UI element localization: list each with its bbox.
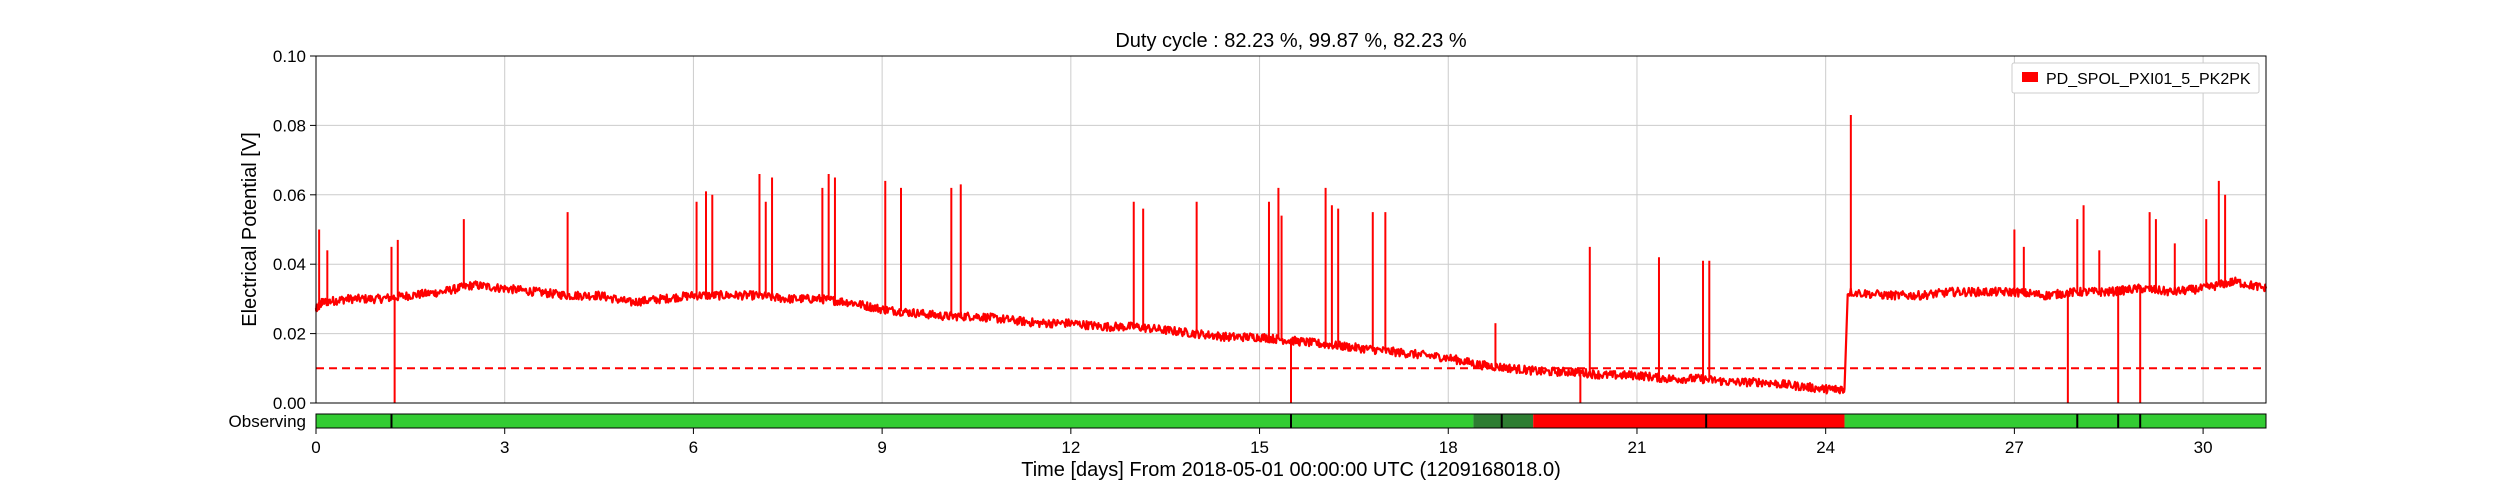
legend-box	[2011, 62, 2260, 94]
plot-frame	[315, 55, 2267, 404]
legend-swatch	[2022, 72, 2038, 82]
observing-label: Observing	[229, 412, 306, 431]
legend: PD_SPOL_PXI01_5_PK2PK	[2011, 62, 2260, 94]
series-layer	[314, 114, 2268, 403]
x-tick-label: 6	[689, 438, 698, 457]
x-tick-label: 30	[2194, 438, 2213, 457]
segment-unknown	[1473, 414, 1534, 428]
x-tick-label: 0	[311, 438, 320, 457]
x-tick-label: 21	[1628, 438, 1647, 457]
x-tick-label: 12	[1061, 438, 1080, 457]
x-tick-label: 24	[1816, 438, 1835, 457]
series-line	[314, 276, 2268, 395]
y-axis-label: Electrical Potential [V]	[239, 132, 261, 327]
y-tick-label: 0.10	[273, 47, 306, 66]
y-tick-label: 0.06	[273, 186, 306, 205]
segment-active	[1844, 414, 2266, 428]
observing-segment-bar	[315, 413, 2267, 429]
x-axis-ticks: 0 3 6 9 12 15 18 21 24 27 30	[311, 428, 2213, 457]
chart-title: Duty cycle : 82.23 %, 99.87 %, 82.23 %	[1115, 30, 1467, 52]
x-axis-label: Time [days] From 2018-05-01 00:00:00 UTC…	[1021, 459, 1561, 481]
y-tick-label: 0.02	[273, 325, 306, 344]
y-tick-label: 0.00	[273, 394, 306, 413]
x-tick-label: 27	[2005, 438, 2024, 457]
x-tick-label: 3	[500, 438, 509, 457]
y-axis-ticks: 0.00 0.02 0.04 0.06 0.08 0.10	[273, 47, 316, 413]
segment-inactive	[1533, 414, 1845, 428]
x-tick-label: 18	[1439, 438, 1458, 457]
legend-entry: PD_SPOL_PXI01_5_PK2PK	[2046, 71, 2251, 88]
segment-active	[316, 414, 1474, 428]
segment-frame	[315, 413, 2267, 429]
y-tick-label: 0.08	[273, 116, 306, 135]
x-tick-label: 9	[877, 438, 886, 457]
y-tick-label: 0.04	[273, 255, 306, 274]
x-tick-label: 15	[1250, 438, 1269, 457]
